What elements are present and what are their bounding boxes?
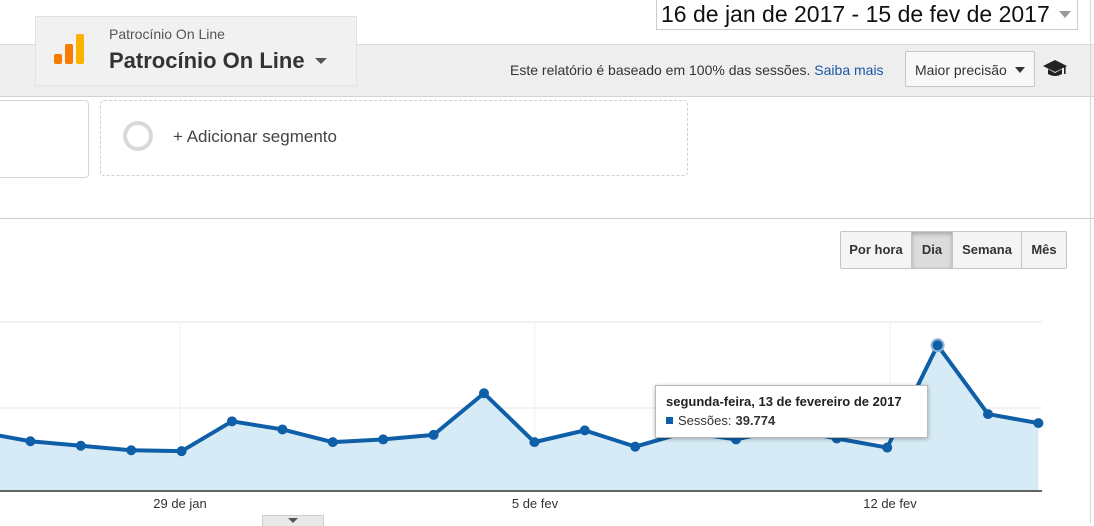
period-button-hour[interactable]: Por hora <box>840 231 912 269</box>
data-point <box>227 416 237 427</box>
date-range-picker[interactable]: 16 de jan de 2017 - 15 de fev de 2017 <box>656 0 1078 30</box>
series-area <box>0 345 1039 491</box>
sampling-note-text: Este relatório é baseado em 100% das ses… <box>510 62 811 78</box>
chevron-down-icon <box>1059 11 1071 18</box>
tooltip-date: segunda-feira, 13 de fevereiro de 2017 <box>666 394 902 409</box>
learn-more-link[interactable]: Saiba mais <box>814 62 884 78</box>
data-point <box>126 445 137 456</box>
x-tick-label: 29 de jan <box>153 496 207 511</box>
chevron-down-icon <box>288 518 298 523</box>
x-tick-label: 12 de fev <box>863 496 917 511</box>
data-point <box>327 437 338 448</box>
data-point <box>983 409 993 420</box>
chevron-down-icon <box>1015 67 1025 73</box>
analytics-logo-icon <box>54 34 84 64</box>
account-view-name[interactable]: Patrocínio On Line <box>109 48 327 74</box>
segment-all-users[interactable] <box>0 100 89 178</box>
precision-selected: Maior precisão <box>915 62 1007 78</box>
data-point <box>930 338 945 353</box>
period-button-week[interactable]: Semana <box>952 231 1022 269</box>
chevron-down-icon <box>314 58 327 64</box>
data-point <box>479 388 489 399</box>
series-swatch-icon <box>666 417 673 424</box>
segment-ring-icon <box>123 121 153 151</box>
period-button-month[interactable]: Mês <box>1021 231 1067 269</box>
add-segment-button[interactable]: + Adicionar segmento <box>100 100 688 176</box>
add-segment-label: + Adicionar segmento <box>173 127 337 146</box>
data-point <box>277 424 288 435</box>
graduation-cap-icon[interactable] <box>1042 58 1068 78</box>
data-point <box>1033 418 1044 429</box>
account-view-label: Patrocínio On Line <box>109 48 305 73</box>
scroll-edge <box>1090 0 1091 523</box>
sampling-note: Este relatório é baseado em 100% das ses… <box>510 62 884 78</box>
chart-expand-handle[interactable] <box>262 515 324 526</box>
period-button-day[interactable]: Dia <box>911 231 953 269</box>
data-point <box>75 440 86 451</box>
account-selector[interactable]: Patrocínio On Line Patrocínio On Line <box>36 17 356 85</box>
sessions-chart: 29 de jan 5 de fev 12 de fev <box>0 321 1044 511</box>
data-point <box>630 441 641 452</box>
data-point <box>428 429 439 440</box>
data-point <box>176 446 187 457</box>
tooltip-metric-label: Sessões: <box>678 413 732 428</box>
tooltip-metric-row: Sessões: 39.774 <box>666 413 917 428</box>
series-line <box>0 343 1039 454</box>
tooltip-metric-value: 39.774 <box>735 413 776 428</box>
date-range-label: 16 de jan de 2017 - 15 de fev de 2017 <box>661 1 1050 27</box>
data-point <box>529 437 540 448</box>
account-property-label: Patrocínio On Line <box>109 26 225 42</box>
data-point <box>882 442 893 453</box>
data-point <box>378 434 389 445</box>
chart-tooltip: segunda-feira, 13 de fevereiro de 2017 S… <box>655 385 928 438</box>
precision-dropdown[interactable]: Maior precisão <box>905 51 1035 87</box>
data-point <box>579 425 590 436</box>
x-tick-label: 5 de fev <box>512 496 559 511</box>
data-point <box>25 436 36 447</box>
section-divider <box>0 218 1094 219</box>
